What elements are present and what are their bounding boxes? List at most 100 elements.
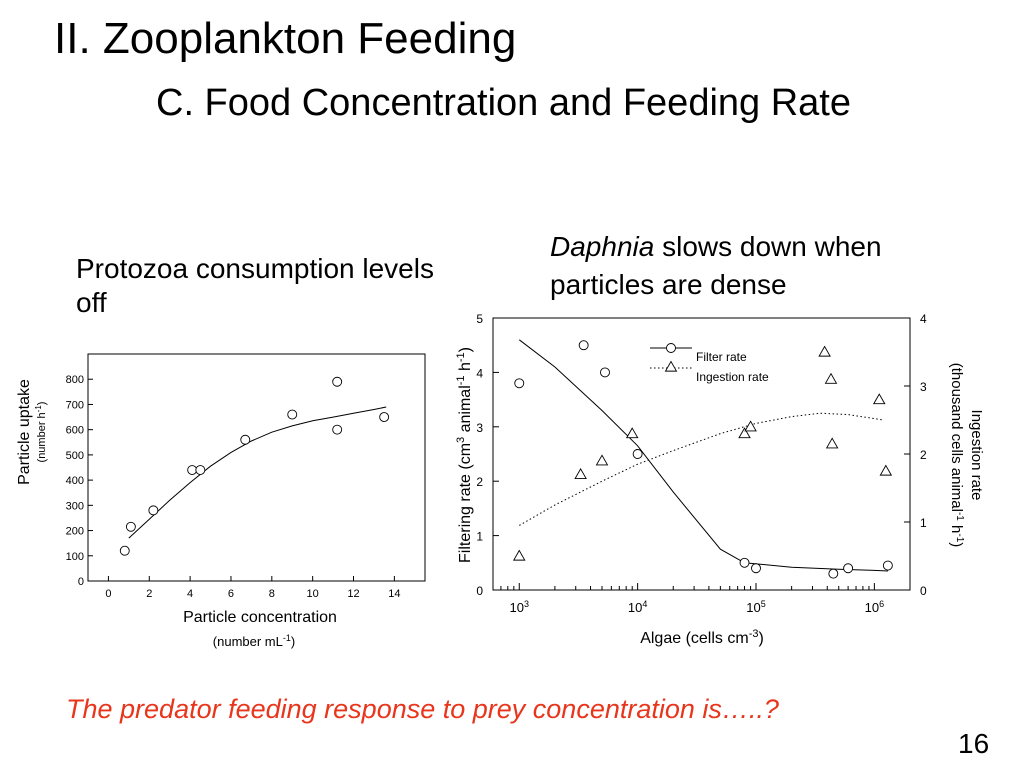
x-tick-label: 103 [510,599,529,615]
legend-filter-label: Filter rate [696,350,747,364]
right-y-axis-label-line1: Ingestion rate [968,410,985,501]
x-axis-units-close: ) [291,634,295,649]
y-tick-label: 600 [66,425,84,437]
ingestion-rate-point [595,454,609,466]
ingestion-rate-point [824,372,838,384]
left-y-tick-label: 5 [476,312,483,326]
left-y-label-text: Filtering rate (cm [457,443,474,563]
filter-rate-point [882,560,893,571]
x-axis-label-exponent: -3 [749,628,759,640]
left-y-tick-label: 0 [476,584,483,598]
y-tick-label: 500 [66,450,84,462]
x-tick-label: 4 [187,588,193,600]
left-chart-caption: Protozoa consumption levels off [76,253,434,318]
x-tick-label: 12 [347,588,359,600]
data-point [148,505,159,516]
y-axis-units: (number h-1) [34,402,49,463]
right-y-label-mid: h [948,521,965,534]
x-axis-units: (number mL-1) [213,633,295,649]
ingestion-rate-point [625,427,639,439]
filter-rate-point [739,557,750,568]
y-axis-units-close: ) [36,402,48,406]
daphnia-feeding-chart: 103 104 105 106 0 1 2 3 4 5 0 1 2 3 4 Filter rate Ingest… [455,312,985,647]
left-y-tick-label: 2 [476,475,483,489]
data-point [240,434,251,445]
x-tick-label: 6 [228,588,234,600]
y-axis-units-exponent: -1 [34,405,43,413]
protozoa-uptake-chart: 0 2 4 6 8 10 12 14 0 100 200 300 400 500 600 700 800 Par… [16,353,426,649]
y-axis-units-text: (number h [36,412,48,462]
left-y-label-mid2: h [457,362,474,375]
data-point [332,424,343,435]
right-y-tick-label: 0 [920,584,927,598]
left-y-label-exp3: -1 [455,352,467,362]
x-axis-units-text: (number mL [213,634,283,649]
plot-area: 103 104 105 106 0 1 2 3 4 5 0 1 2 3 4 Filter rate Ingest… [476,312,927,615]
ingestion-rate-point [574,467,587,479]
x-tick-label: 106 [865,599,884,615]
filter-rate-point [828,568,839,579]
filter-rate-point [843,563,854,574]
y-tick-label: 0 [78,576,84,588]
y-tick-label: 400 [66,475,84,487]
page-number: 16 [958,728,990,759]
y-tick-label: 800 [66,374,84,386]
right-y-label-text: (thousand cells animal [948,363,965,512]
slide-title: II. Zooplankton Feeding [54,14,517,63]
left-y-tick-label: 3 [476,421,483,435]
data-point [287,409,298,420]
x-axis-label-close: ) [758,630,763,647]
right-y-axis-label-line2: (thousand cells animal-1 h-1) [948,363,966,548]
filter-rate-point [514,378,525,389]
x-tick-label: 104 [628,599,647,615]
data-point [187,465,198,475]
plot-area: 0 2 4 6 8 10 12 14 0 100 200 300 400 500 600 700 800 [66,353,426,600]
x-tick-label: 105 [746,599,765,615]
discussion-question: The predator feeding response to prey co… [66,694,779,724]
y-tick-label: 700 [66,399,84,411]
x-axis-label-text: Algae (cells cm [640,630,748,647]
ingestion-rate-point [738,427,751,439]
left-y-tick-label: 4 [476,366,483,380]
left-y-label-close: ) [457,347,474,352]
y-axis-label-main: Particle uptake [16,379,33,485]
x-tick-label: 10 [307,588,319,600]
right-y-tick-label: 2 [920,448,927,462]
right-y-label-close: ) [948,542,965,547]
data-point [195,465,206,475]
data-point [119,545,130,556]
y-tick-label: 300 [66,500,84,512]
left-y-label-exp1: 3 [455,437,467,443]
y-tick-label: 200 [66,526,84,538]
left-y-label-mid: animal [457,385,474,437]
right-chart-caption: Daphnia slows down when particles are de… [550,228,990,304]
x-tick-label: 8 [269,588,275,600]
fit-curve [128,406,387,539]
right-y-tick-label: 3 [920,380,927,394]
legend-ingestion-label: Ingestion rate [696,370,769,384]
filter-rate-point [600,367,610,378]
right-y-tick-label: 1 [920,516,927,530]
right-y-label-exp1: -1 [955,512,966,521]
right-caption-rest: slows down when particles are dense [550,231,882,300]
ingestion-rate-point [825,437,839,449]
data-point [125,521,136,532]
x-axis-label: Particle concentration [183,609,337,626]
filter-rate-point [751,563,761,574]
plot-frame [87,353,426,582]
data-point [379,412,390,423]
x-axis-label: Algae (cells cm-3) [640,628,764,647]
left-y-label-exp2: -1 [455,375,467,385]
data-point [332,376,343,387]
ingestion-rate-point [512,549,526,561]
ingestion-rate-point [818,345,831,357]
left-y-tick-label: 1 [476,530,483,544]
right-y-tick-label: 4 [920,312,927,326]
legend-filter-marker [666,343,676,353]
slide-subtitle: C. Food Concentration and Feeding Rate [156,82,851,124]
legend-ingestion-marker [664,360,678,372]
right-y-label-exp2: -1 [955,533,966,542]
ingestion-rate-point [872,393,886,405]
ingestion-rate-curve [519,412,884,526]
daphnia-italic-text: Daphnia [550,231,655,262]
